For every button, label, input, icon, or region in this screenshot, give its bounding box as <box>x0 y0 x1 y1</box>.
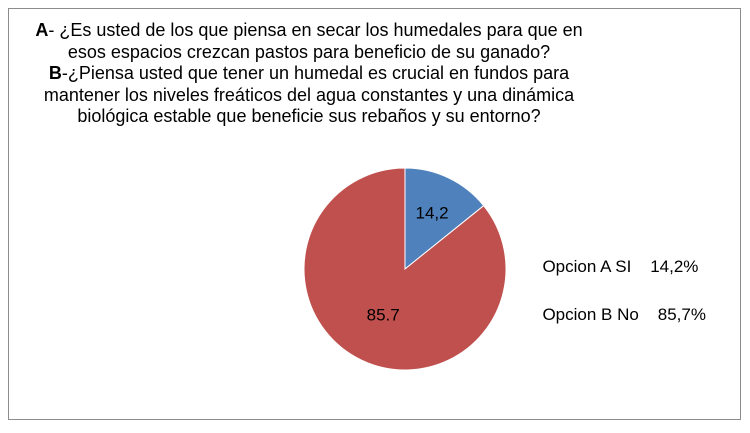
pie-slice-b <box>303 167 507 371</box>
legend-value-a: 14,2% <box>650 257 699 276</box>
pie-slice-a <box>404 167 485 271</box>
legend-label-a: Opcion A SI <box>542 257 632 276</box>
legend-item-a: Opcion A SI 14,2% <box>533 237 698 277</box>
question-b-prefix: B <box>48 63 62 83</box>
chart-title: A- ¿Es usted de los que piensa en secar … <box>14 20 604 128</box>
legend-label-b: Opcion B No <box>542 305 639 324</box>
legend-value-b: 85,7% <box>657 305 706 324</box>
question-a-prefix: A <box>35 20 49 40</box>
data-label-b: 85.7 <box>367 306 400 325</box>
legend-item-b: Opcion B No 85,7% <box>533 285 706 325</box>
data-label-a: 14,2 <box>415 204 448 223</box>
question-b-text: -¿Piensa usted que tener un humedal es c… <box>43 63 575 126</box>
question-a-text: - ¿Es usted de los que piensa en secar l… <box>48 20 583 62</box>
